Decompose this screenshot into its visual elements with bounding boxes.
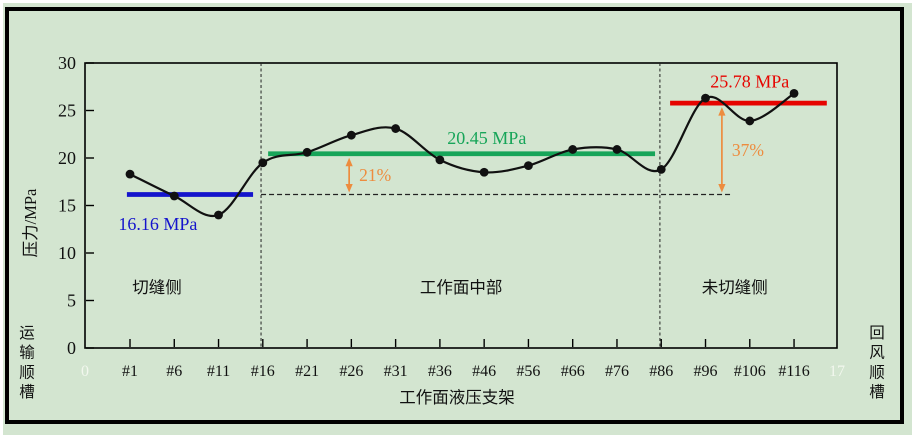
region-label: 工作面中部 bbox=[420, 278, 503, 297]
data-point bbox=[701, 93, 710, 103]
edge-label-left: 0 bbox=[81, 363, 89, 380]
x-tick-label: #116 bbox=[778, 363, 809, 380]
data-point bbox=[302, 147, 312, 157]
side-label-right: 回风顺槽 bbox=[869, 325, 885, 401]
y-tick-label: 15 bbox=[58, 196, 76, 216]
x-tick-label: #6 bbox=[166, 363, 182, 380]
x-tick-label: #16 bbox=[251, 363, 275, 380]
x-tick-label: #96 bbox=[694, 363, 718, 380]
y-tick-label: 10 bbox=[58, 243, 76, 263]
data-point bbox=[789, 89, 799, 98]
x-tick-label: #106 bbox=[734, 363, 766, 380]
data-point bbox=[169, 191, 179, 201]
data-point bbox=[214, 210, 223, 220]
arrowhead-up bbox=[718, 107, 726, 116]
series-curve bbox=[129, 92, 795, 218]
mean-line-label: 16.16 MPa bbox=[118, 214, 197, 234]
y-tick-label: 20 bbox=[58, 148, 76, 168]
data-point bbox=[656, 165, 666, 174]
y-tick-label: 25 bbox=[58, 101, 76, 121]
y-axis-title: 压力/MPa bbox=[21, 188, 40, 257]
data-point bbox=[391, 124, 401, 133]
y-tick-label: 30 bbox=[58, 53, 76, 73]
data-point bbox=[346, 130, 356, 140]
x-axis-title: 工作面液压支架 bbox=[399, 388, 515, 407]
arrowhead-down bbox=[718, 183, 726, 193]
edge-label-right: 17 bbox=[829, 363, 845, 380]
x-tick-label: #21 bbox=[295, 363, 319, 380]
x-tick-label: #1 bbox=[122, 363, 138, 380]
x-tick-label: #31 bbox=[384, 363, 408, 380]
data-point bbox=[524, 161, 533, 171]
data-point bbox=[258, 158, 268, 168]
increase-percent-label: 21% bbox=[359, 165, 391, 185]
side-label-left: 运输顺槽 bbox=[19, 324, 35, 401]
plot-border bbox=[84, 62, 838, 349]
data-point bbox=[745, 116, 755, 126]
x-tick-label: #76 bbox=[605, 363, 629, 380]
y-tick-label: 5 bbox=[67, 291, 76, 311]
x-tick-label: #26 bbox=[339, 363, 363, 380]
arrowhead-up bbox=[345, 157, 353, 167]
arrowhead-down bbox=[345, 183, 353, 193]
data-point bbox=[568, 145, 578, 154]
y-tick-label: 0 bbox=[67, 338, 76, 358]
figure-background bbox=[3, 3, 912, 435]
region-label: 未切缝侧 bbox=[702, 278, 768, 297]
increase-percent-label: 37% bbox=[732, 140, 764, 160]
data-point bbox=[479, 167, 489, 177]
x-tick-label: #46 bbox=[472, 363, 496, 380]
data-point bbox=[435, 155, 445, 165]
region-label: 切缝侧 bbox=[132, 278, 182, 297]
x-tick-label: #36 bbox=[428, 363, 452, 380]
x-tick-label: #56 bbox=[516, 363, 540, 380]
x-tick-label: #66 bbox=[561, 363, 585, 380]
mean-line-label: 20.45 MPa bbox=[447, 128, 526, 148]
x-tick-label: #86 bbox=[649, 363, 673, 380]
x-tick-label: #11 bbox=[207, 363, 230, 380]
data-point bbox=[612, 145, 622, 154]
data-point bbox=[125, 169, 135, 179]
mean-line-label: 25.78 MPa bbox=[710, 72, 789, 92]
